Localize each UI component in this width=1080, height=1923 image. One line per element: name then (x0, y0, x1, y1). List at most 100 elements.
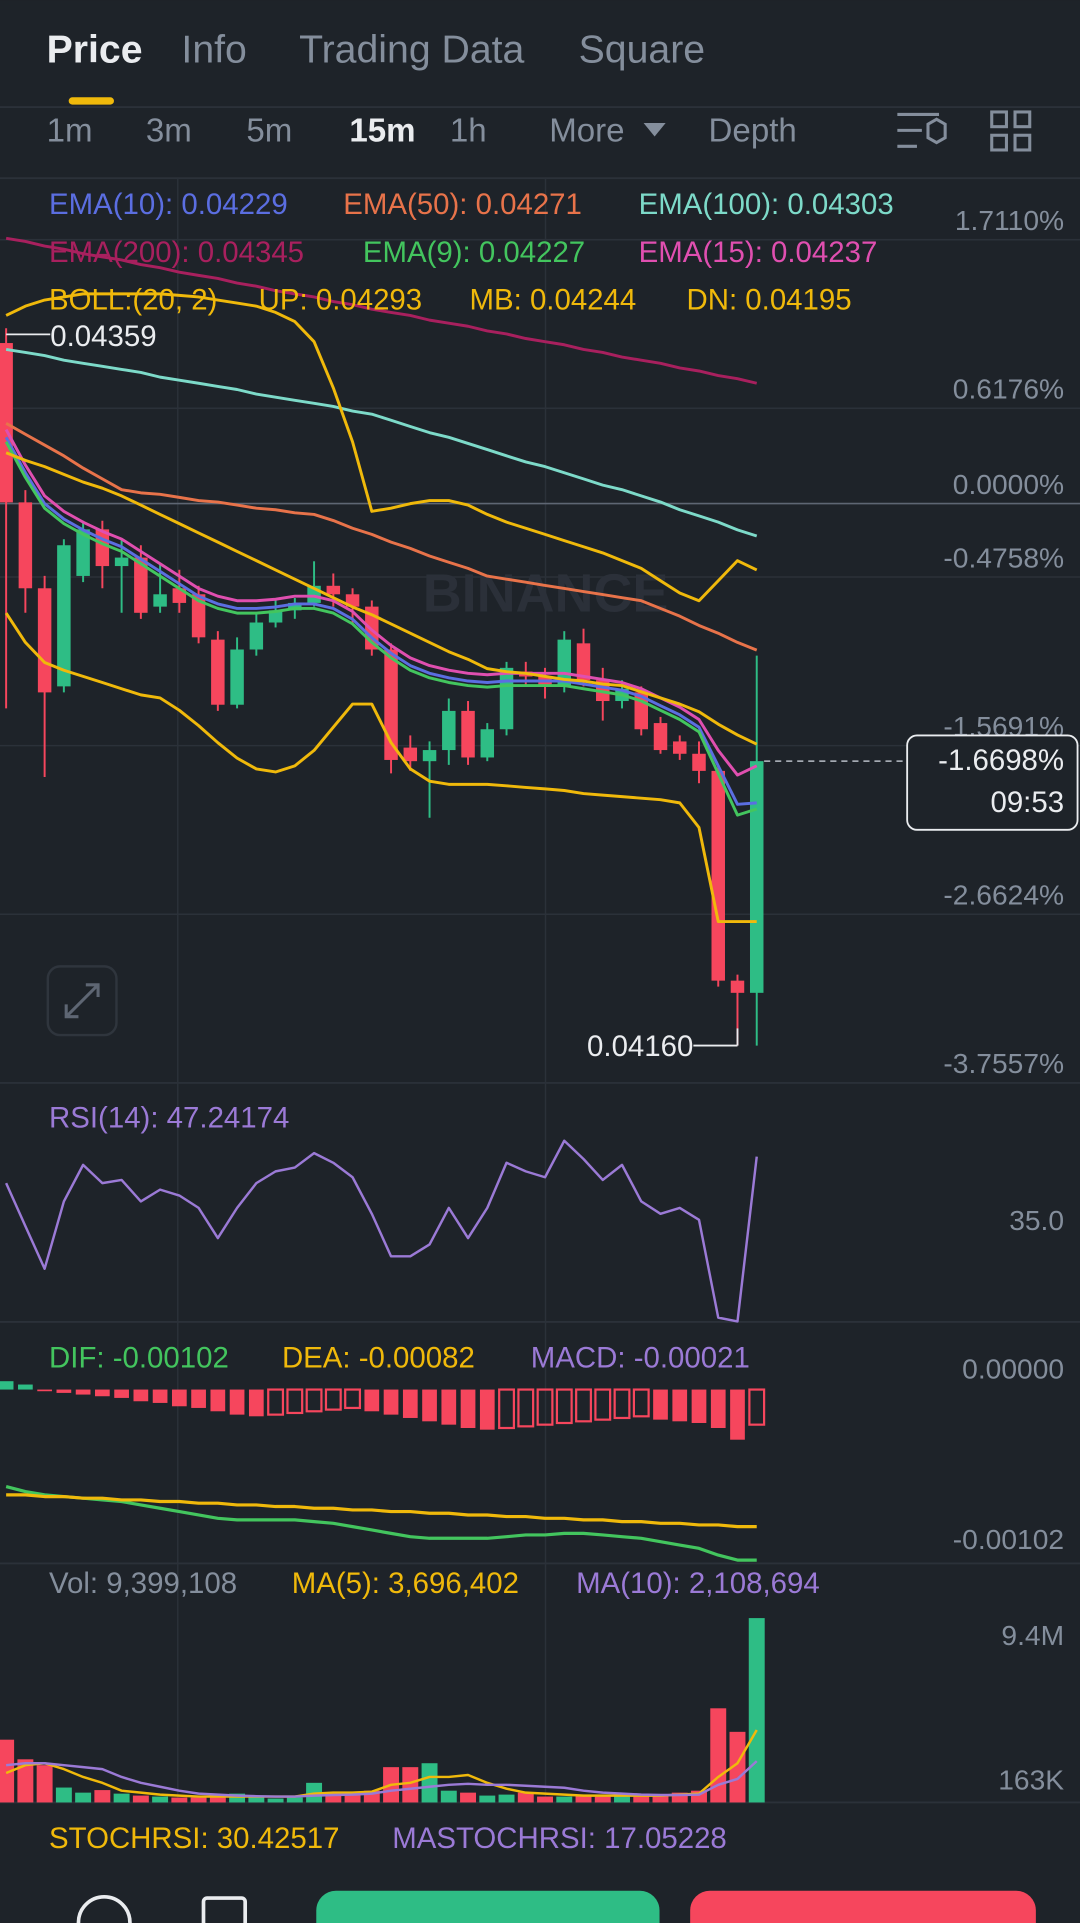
macd-bar (691, 1389, 707, 1423)
candle-body (345, 594, 360, 607)
macd-bar (114, 1389, 129, 1398)
legend-entry: RSI(14): 47.24174 (49, 1101, 289, 1134)
layout-icon[interactable] (990, 110, 1032, 152)
indicator-line (5, 422, 758, 652)
buy-button[interactable] (316, 1890, 660, 1923)
legend-entry: EMA(50): 0.04271 (343, 188, 582, 221)
candle-body (268, 610, 283, 623)
overlay: EMA(10): 0.04229 EMA(50): 0.04271 EMA(100)… (6, 188, 1079, 1796)
interval[interactable]: Depth (709, 113, 797, 150)
volume-bar (652, 1795, 669, 1803)
macd-bar (248, 1389, 264, 1417)
legend-entry: EMA(200): 0.04345 (49, 236, 304, 269)
macd-bar (479, 1389, 495, 1430)
sell-button[interactable] (690, 1890, 1036, 1923)
interval[interactable]: 5m (246, 113, 292, 150)
volume-bar (17, 1759, 34, 1803)
candle-body (230, 649, 244, 705)
volume-bar (171, 1797, 188, 1803)
volume-bar (248, 1796, 265, 1803)
countdown: 09:53 (990, 786, 1064, 819)
candle-body (442, 710, 456, 751)
max-label: 0.04359 (50, 320, 156, 353)
y-tick-label: 9.4M (1001, 1619, 1064, 1651)
macd-bar (402, 1389, 418, 1418)
candle-body (57, 545, 71, 687)
volume-bar (633, 1796, 650, 1803)
candle-body (499, 667, 514, 730)
legend-entry: EMA(10): 0.04229 (49, 188, 288, 221)
volume-bar (479, 1795, 496, 1803)
indicator-line (4, 441, 758, 817)
volume-bar (113, 1793, 130, 1803)
legend-entry: EMA(9): 0.04227 (363, 236, 585, 269)
macd-bar (229, 1389, 245, 1415)
legend-entry: Vol: 9,399,108 (49, 1567, 237, 1600)
macd-bar (460, 1389, 476, 1429)
volume-bar (748, 1618, 765, 1803)
volume-bar (55, 1787, 72, 1803)
volume-bar (575, 1794, 592, 1803)
interval[interactable]: More (549, 113, 624, 150)
volume-bar (190, 1797, 207, 1803)
macd-bar (210, 1389, 226, 1412)
candle-body (711, 770, 725, 981)
candle-body (749, 761, 764, 993)
volume-bar (209, 1796, 226, 1803)
nav-icon[interactable] (201, 1896, 248, 1923)
y-tick-label: 1.7110% (955, 204, 1064, 236)
macd-bar (594, 1388, 612, 1421)
candle-body (326, 585, 341, 595)
candle-body (480, 729, 495, 758)
volume-bar (363, 1790, 380, 1803)
interval[interactable]: 1m (47, 113, 93, 150)
settings-icon[interactable] (897, 112, 947, 148)
legend-entry: MB: 0.04244 (470, 284, 637, 317)
macd-bar (730, 1389, 745, 1440)
volume-bar (537, 1796, 553, 1803)
volume-bar (0, 1739, 15, 1803)
legend-entry: UP: 0.04293 (259, 284, 422, 317)
volume-bar (344, 1794, 361, 1803)
tab[interactable]: Square (579, 27, 705, 71)
macd-bar (171, 1389, 187, 1407)
legend-entry: EMA(100): 0.04303 (639, 188, 894, 221)
candle-body (18, 502, 33, 589)
indicator-line (4, 612, 757, 924)
candle-body (461, 710, 475, 758)
macd-bar (152, 1389, 168, 1403)
indicator-line (5, 347, 758, 538)
macd-bar (324, 1388, 342, 1411)
current-price-box (906, 734, 1079, 831)
volume-bar (671, 1792, 688, 1803)
macd-bar (191, 1389, 206, 1408)
interval[interactable]: 3m (146, 113, 192, 150)
macd-bar (286, 1388, 304, 1415)
watermark: BINANCE (423, 564, 669, 624)
volume-bar (440, 1790, 457, 1803)
interval[interactable]: 1h (450, 113, 487, 150)
volume-bar (594, 1796, 611, 1803)
tab[interactable]: Info (181, 27, 246, 71)
expand-button[interactable] (46, 965, 118, 1037)
tab[interactable]: Trading Data (299, 27, 524, 71)
volume-bar (94, 1790, 111, 1803)
volume-bar (267, 1798, 284, 1803)
candle-body (153, 594, 167, 607)
volume-bar (421, 1763, 438, 1803)
legend-entry: BOLL:(20, 2) (49, 284, 217, 317)
volume-bar (460, 1792, 477, 1803)
tab[interactable]: Price (47, 27, 143, 71)
volume-bar (517, 1792, 534, 1803)
macd-bar (748, 1388, 766, 1426)
y-tick-label: -0.4758% (943, 541, 1064, 573)
indicator-label: MASTOCHRSI: 17.05228 (392, 1822, 727, 1855)
y-tick-label: -0.00102 (953, 1523, 1064, 1555)
macd-bar (133, 1389, 149, 1402)
indicator-line (5, 292, 758, 603)
candle-body (134, 557, 148, 613)
interval[interactable]: 15m (349, 113, 415, 150)
